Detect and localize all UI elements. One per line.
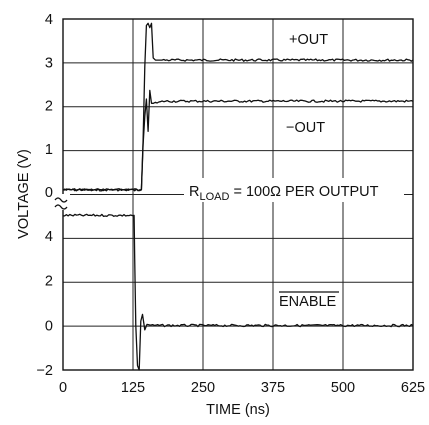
pos-out-label: +OUT [289,32,328,48]
y-tick-label: 4 [45,12,53,28]
y-tick-label: 2 [45,99,53,115]
enable-label-background [276,290,340,312]
tick-labels: 0 125 250 375 500 625 4 3 2 1 0 4 2 0 −2 [36,12,425,396]
x-tick-label: 625 [401,380,425,396]
y-tick-label: 0 [45,318,53,334]
rload-subscript: LOAD [199,191,229,203]
y-tick-label: 1 [45,142,53,158]
series-line-out [62,89,414,192]
y-tick-label: 3 [45,55,53,71]
axis-break-icon [54,194,70,210]
x-tick-label: 375 [261,380,285,396]
neg-out-label: −OUT [286,120,325,136]
rload-symbol: R [189,184,199,200]
traces [62,22,414,371]
x-tick-label: 125 [121,380,145,396]
x-tick-label: 0 [59,380,67,396]
series-line-enable [62,213,414,371]
y-tick-label: 2 [45,274,53,290]
x-tick-label: 250 [191,380,215,396]
rload-label: RLOAD = 100Ω PER OUTPUT [189,184,379,203]
x-tick-label: 500 [331,380,355,396]
y-tick-label: 0 [45,185,53,201]
y-tick-label: 4 [45,229,53,245]
enable-label: ENABLE [279,294,337,310]
x-axis-label: TIME (ns) [206,402,270,418]
y-tick-label: −2 [36,363,53,379]
y-axis-label: VOLTAGE (V) [16,149,32,239]
rload-value: = 100Ω PER OUTPUT [229,184,378,200]
rload-label-background [184,178,404,202]
